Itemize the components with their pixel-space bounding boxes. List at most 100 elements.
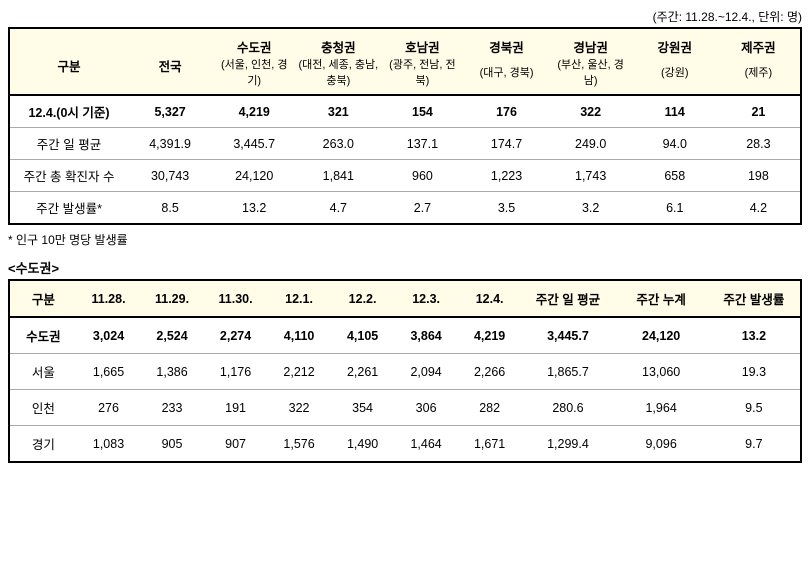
t2-col-gubun: 구분: [9, 280, 77, 317]
t2-cell: 282: [458, 390, 522, 426]
t1-sub-sudogwon: (서울, 인천, 경기): [212, 56, 296, 95]
t1-r2-label: 주간 총 확진자 수: [9, 160, 128, 192]
t1-sub-gyeongbuk: (대구, 경북): [464, 56, 548, 95]
t2-col-d6: 12.3.: [394, 280, 458, 317]
t1-cell: 2.7: [380, 192, 464, 225]
t1-r0-label: 12.4.(0시 기준): [9, 95, 128, 128]
t2-cell: 2,274: [204, 317, 268, 354]
t1-cell: 198: [717, 160, 801, 192]
t2-cell: 3,864: [394, 317, 458, 354]
table1-header: 구분 전국 수도권 충청권 호남권 경북권 경남권 강원권 제주권 (서울, 인…: [9, 28, 801, 95]
t1-col-jeju: 제주권: [717, 28, 801, 56]
t1-cell: 4,219: [212, 95, 296, 128]
t2-cell: 233: [140, 390, 204, 426]
t1-cell: 263.0: [296, 128, 380, 160]
t2-cell: 905: [140, 426, 204, 463]
table1-body: 12.4.(0시 기준) 5,327 4,219 321 154 176 322…: [9, 95, 801, 224]
t2-cell: 2,266: [458, 354, 522, 390]
t1-sub-gangwon: (강원): [633, 56, 717, 95]
t1-cell: 154: [380, 95, 464, 128]
t1-cell: 6.1: [633, 192, 717, 225]
t1-cell: 3,445.7: [212, 128, 296, 160]
t2-cell: 1,490: [331, 426, 395, 463]
t1-r1-label: 주간 일 평균: [9, 128, 128, 160]
table2-header: 구분 11.28. 11.29. 11.30. 12.1. 12.2. 12.3…: [9, 280, 801, 317]
table-row: 경기 1,083 905 907 1,576 1,490 1,464 1,671…: [9, 426, 801, 463]
t1-sub-gyeongnam: (부산, 울산, 경남): [549, 56, 633, 95]
t2-cell: 1,464: [394, 426, 458, 463]
t2-cell: 9.5: [708, 390, 801, 426]
t1-col-gangwon: 강원권: [633, 28, 717, 56]
t2-col-sum: 주간 누계: [615, 280, 708, 317]
t1-col-gyeongbuk: 경북권: [464, 28, 548, 56]
t2-cell: 4,110: [267, 317, 331, 354]
t1-col-national: 전국: [128, 28, 212, 95]
table-row: 서울 1,665 1,386 1,176 2,212 2,261 2,094 2…: [9, 354, 801, 390]
t1-cell: 321: [296, 95, 380, 128]
t1-cell: 249.0: [549, 128, 633, 160]
t1-cell: 94.0: [633, 128, 717, 160]
t1-cell: 24,120: [212, 160, 296, 192]
t2-cell: 2,094: [394, 354, 458, 390]
t1-col-sudogwon: 수도권: [212, 28, 296, 56]
t2-col-d7: 12.4.: [458, 280, 522, 317]
t1-cell: 174.7: [464, 128, 548, 160]
t2-cell: 354: [331, 390, 395, 426]
t2-cell: 2,261: [331, 354, 395, 390]
sudogwon-daily-table: 구분 11.28. 11.29. 11.30. 12.1. 12.2. 12.3…: [8, 279, 802, 463]
table-row: 인천 276 233 191 322 354 306 282 280.6 1,9…: [9, 390, 801, 426]
t2-col-d5: 12.2.: [331, 280, 395, 317]
t2-cell: 191: [204, 390, 268, 426]
t2-r1-label: 서울: [9, 354, 77, 390]
t2-cell: 306: [394, 390, 458, 426]
table-row: 12.4.(0시 기준) 5,327 4,219 321 154 176 322…: [9, 95, 801, 128]
t1-cell: 3.2: [549, 192, 633, 225]
t1-cell: 960: [380, 160, 464, 192]
footnote: * 인구 10만 명당 발생률: [8, 231, 802, 248]
t2-cell: 4,105: [331, 317, 395, 354]
t1-cell: 28.3: [717, 128, 801, 160]
t2-cell: 276: [77, 390, 141, 426]
table2-body: 수도권 3,024 2,524 2,274 4,110 4,105 3,864 …: [9, 317, 801, 462]
t1-cell: 322: [549, 95, 633, 128]
t2-cell: 907: [204, 426, 268, 463]
table-row: 주간 일 평균 4,391.9 3,445.7 263.0 137.1 174.…: [9, 128, 801, 160]
t2-col-d3: 11.30.: [204, 280, 268, 317]
table-row: 수도권 3,024 2,524 2,274 4,110 4,105 3,864 …: [9, 317, 801, 354]
t1-sub-chungcheong: (대전, 세종, 충남, 충북): [296, 56, 380, 95]
t1-col-gyeongnam: 경남권: [549, 28, 633, 56]
t1-sub-honam: (광주, 전남, 전북): [380, 56, 464, 95]
t1-r3-label: 주간 발생률*: [9, 192, 128, 225]
t1-cell: 21: [717, 95, 801, 128]
t2-cell: 1,964: [615, 390, 708, 426]
t2-cell: 13.2: [708, 317, 801, 354]
t1-col-honam: 호남권: [380, 28, 464, 56]
t2-cell: 280.6: [521, 390, 614, 426]
t2-cell: 3,445.7: [521, 317, 614, 354]
t2-cell: 13,060: [615, 354, 708, 390]
t2-col-d4: 12.1.: [267, 280, 331, 317]
t1-cell: 3.5: [464, 192, 548, 225]
t2-r3-label: 경기: [9, 426, 77, 463]
t2-cell: 9.7: [708, 426, 801, 463]
t2-col-rate: 주간 발생률: [708, 280, 801, 317]
t2-cell: 9,096: [615, 426, 708, 463]
t2-cell: 2,212: [267, 354, 331, 390]
t2-cell: 3,024: [77, 317, 141, 354]
table-row: 주간 총 확진자 수 30,743 24,120 1,841 960 1,223…: [9, 160, 801, 192]
t1-sub-jeju: (제주): [717, 56, 801, 95]
t2-cell: 1,083: [77, 426, 141, 463]
t2-cell: 24,120: [615, 317, 708, 354]
t1-cell: 114: [633, 95, 717, 128]
t1-cell: 4.7: [296, 192, 380, 225]
t2-cell: 19.3: [708, 354, 801, 390]
t2-col-d2: 11.29.: [140, 280, 204, 317]
t1-col-chungcheong: 충청권: [296, 28, 380, 56]
t1-col-gubun: 구분: [9, 28, 128, 95]
t1-cell: 176: [464, 95, 548, 128]
t2-r2-label: 인천: [9, 390, 77, 426]
t1-cell: 1,841: [296, 160, 380, 192]
national-regional-table: 구분 전국 수도권 충청권 호남권 경북권 경남권 강원권 제주권 (서울, 인…: [8, 27, 802, 225]
t1-cell: 1,223: [464, 160, 548, 192]
t1-cell: 658: [633, 160, 717, 192]
